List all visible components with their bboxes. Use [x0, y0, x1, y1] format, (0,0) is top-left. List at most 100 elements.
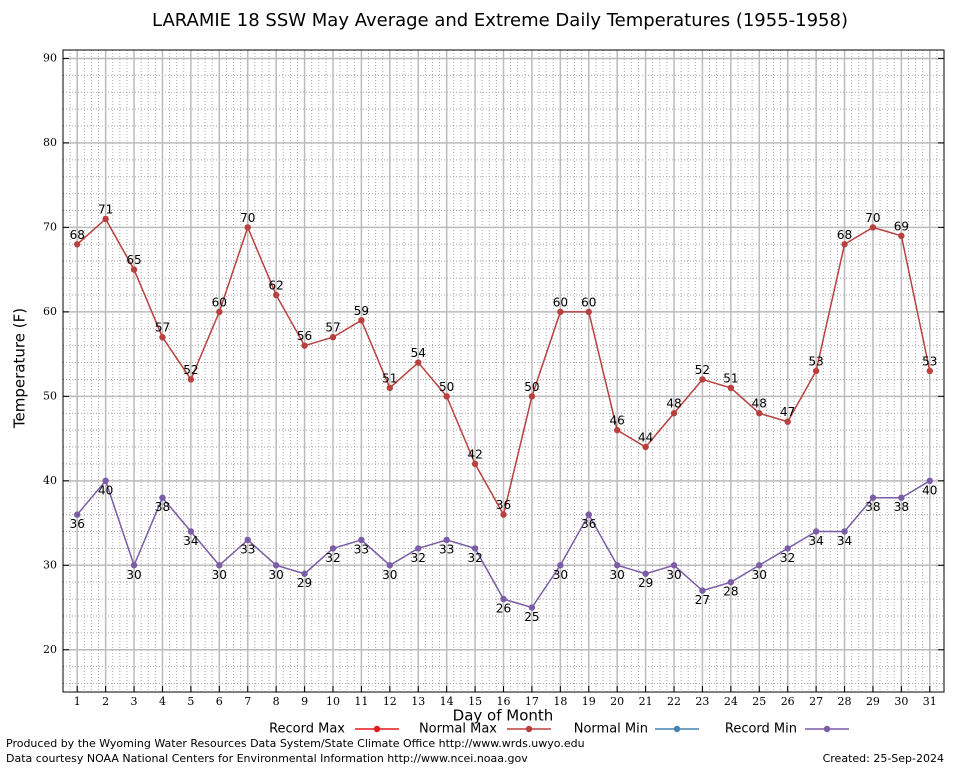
data-point	[415, 359, 422, 366]
data-point	[585, 308, 592, 316]
data-label: 25	[524, 610, 539, 624]
data-point	[585, 511, 592, 518]
data-label: 30	[212, 568, 227, 582]
data-point	[443, 393, 450, 400]
data-label: 62	[269, 278, 284, 292]
plot-frame	[62, 49, 945, 693]
data-label: 57	[155, 321, 170, 335]
data-label: 38	[894, 500, 909, 514]
data-point	[727, 578, 735, 586]
legend-swatch	[823, 725, 831, 733]
data-label: 32	[467, 551, 482, 565]
data-label: 34	[183, 534, 198, 548]
x-tick-label: 10	[326, 695, 340, 708]
data-label: 36	[70, 517, 85, 531]
data-label: 36	[581, 517, 596, 531]
data-label: 53	[922, 355, 937, 369]
y-tick-label: 20	[43, 643, 57, 656]
legend-swatch	[673, 725, 681, 733]
data-label: 48	[666, 397, 681, 411]
data-label: 65	[126, 253, 141, 267]
x-tick-label: 4	[159, 695, 166, 708]
data-point	[102, 477, 109, 485]
data-point	[727, 384, 735, 392]
data-label: 53	[808, 355, 823, 369]
y-tick-label: 50	[43, 389, 57, 402]
data-label: 60	[581, 295, 596, 309]
data-label: 60	[553, 295, 568, 309]
data-point	[500, 595, 507, 603]
data-label: 59	[354, 304, 369, 318]
data-point	[670, 562, 678, 569]
data-label: 29	[638, 576, 653, 590]
x-tick-label: 28	[838, 695, 852, 708]
data-point	[528, 393, 536, 400]
data-point	[841, 241, 848, 248]
data-label: 44	[638, 431, 653, 445]
x-tick-label: 20	[610, 695, 624, 708]
x-tick-label: 19	[582, 695, 596, 708]
data-point	[329, 545, 337, 552]
data-label: 46	[610, 414, 625, 428]
data-point	[329, 334, 337, 341]
data-point	[244, 224, 251, 231]
legend-label: Normal Max	[419, 722, 497, 737]
data-point	[74, 511, 81, 518]
x-tick-label: 5	[187, 695, 194, 708]
data-label: 32	[411, 551, 426, 565]
data-point	[926, 477, 933, 485]
x-tick-label: 26	[781, 695, 795, 708]
data-point	[102, 215, 109, 223]
data-label: 30	[382, 568, 397, 582]
data-label: 68	[837, 228, 852, 242]
data-label: 71	[98, 202, 113, 216]
data-point	[898, 232, 905, 240]
data-point	[130, 266, 138, 273]
data-point	[784, 545, 791, 552]
x-tick-label: 9	[301, 695, 308, 708]
x-tick-label: 3	[131, 695, 138, 708]
data-label: 48	[752, 397, 767, 411]
data-point	[557, 562, 564, 569]
data-label: 34	[837, 534, 852, 548]
data-label: 52	[183, 363, 198, 377]
chart-title: LARAMIE 18 SSW May Average and Extreme D…	[152, 10, 848, 31]
data-point	[301, 342, 308, 349]
x-tick-label: 25	[752, 695, 766, 708]
data-label: 33	[240, 542, 255, 556]
data-point	[670, 410, 678, 417]
data-point	[812, 367, 820, 375]
y-tick-label: 30	[43, 558, 57, 571]
data-point	[358, 536, 365, 544]
data-point	[272, 291, 280, 299]
legend-swatch	[373, 725, 381, 733]
y-tick-label: 80	[43, 136, 57, 149]
data-label: 30	[666, 568, 681, 582]
data-point	[415, 545, 422, 552]
x-tick-label: 16	[497, 695, 511, 708]
data-label: 40	[98, 483, 113, 497]
legend-swatch	[525, 725, 533, 733]
data-label: 57	[325, 321, 340, 335]
data-label: 29	[297, 576, 312, 590]
x-tick-label: 23	[695, 695, 709, 708]
data-point	[301, 570, 308, 577]
data-point	[528, 604, 536, 611]
created-date: Created: 25-Sep-2024	[823, 752, 944, 765]
data-point	[869, 494, 877, 501]
data-point	[216, 562, 223, 569]
x-tick-label: 27	[809, 695, 823, 708]
x-tick-label: 22	[667, 695, 681, 708]
data-point	[216, 308, 223, 316]
data-point	[386, 562, 394, 569]
x-tick-label: 30	[894, 695, 908, 708]
data-label: 30	[553, 568, 568, 582]
data-label: 50	[439, 380, 454, 394]
data-label: 69	[894, 219, 909, 233]
legend-label: Record Max	[269, 722, 345, 737]
x-tick-label: 31	[923, 695, 937, 708]
x-tick-label: 14	[440, 695, 454, 708]
data-label: 34	[808, 534, 823, 548]
